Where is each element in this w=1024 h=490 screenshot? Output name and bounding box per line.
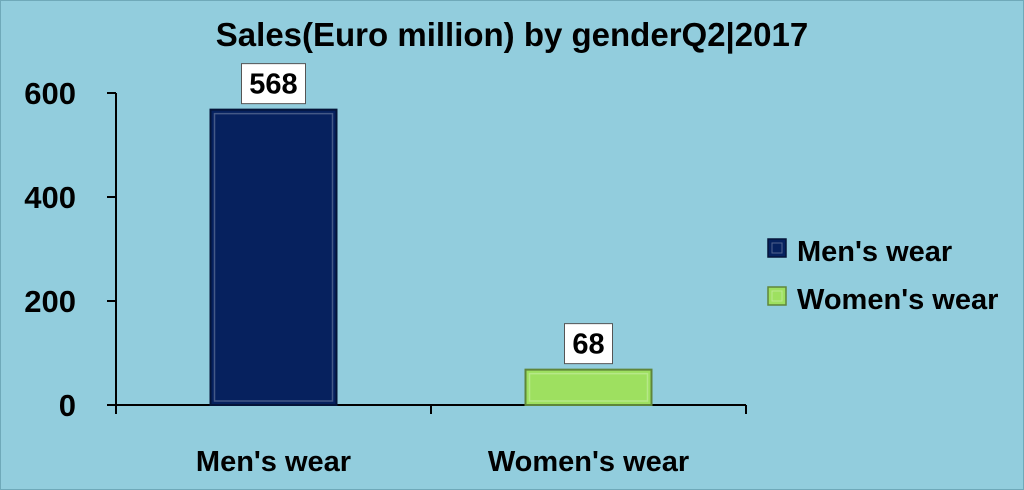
bar-bevel [213,112,334,402]
bar-women-s-wear [524,368,653,407]
chart-title: Sales(Euro million) by genderQ2|2017 [216,16,808,53]
plot-area: 0 200 400 600 Men's wear 568 Women's wear 68 [24,63,747,478]
legend-swatch-bevel [771,242,783,254]
legend-swatch-bevel [771,290,783,302]
legend-swatch [767,238,787,258]
y-tick-label: 400 [24,180,76,215]
data-label-box [241,63,306,105]
legend: Men's wear Women's wear [767,236,998,316]
y-tick-label: 600 [24,76,76,111]
data-label: 68 [572,329,604,361]
data-label-box [564,323,613,365]
legend-label: Women's wear [797,284,998,316]
y-tick-label: 0 [59,388,76,423]
legend-label: Men's wear [797,236,952,268]
legend-swatch [767,286,787,306]
data-label: 568 [249,69,297,101]
y-tick-label: 200 [24,284,76,319]
bar-men-s-wear [209,108,338,406]
bar-bevel [528,372,649,402]
x-category-label: Men's wear [196,446,351,478]
x-category-label: Women's wear [488,446,689,478]
